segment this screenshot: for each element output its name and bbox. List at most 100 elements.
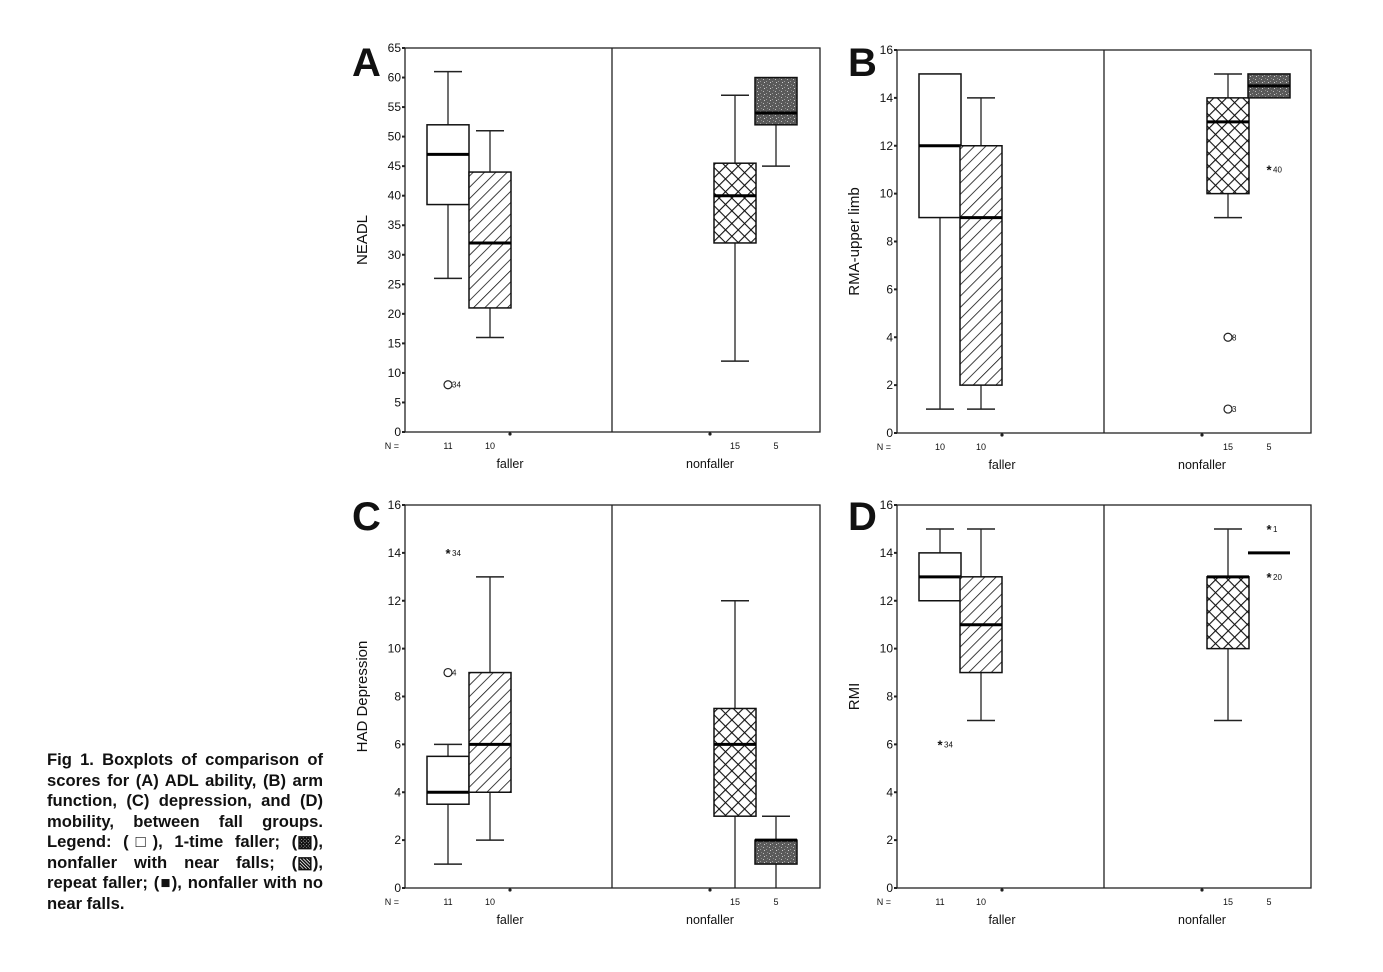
y-axis-label: NEADL bbox=[354, 215, 371, 265]
x-tick bbox=[1200, 433, 1204, 437]
box-body bbox=[426, 124, 470, 206]
figure-caption: Fig 1. Boxplots of comparison of scores … bbox=[47, 750, 323, 913]
y-tick-label: 2 bbox=[886, 378, 893, 392]
box-body bbox=[713, 162, 757, 244]
outlier-circle bbox=[443, 380, 453, 390]
y-tick-label: 2 bbox=[394, 833, 401, 847]
y-tick-label: 35 bbox=[388, 218, 402, 232]
box-one_time: 10 bbox=[918, 73, 962, 452]
box-body bbox=[713, 707, 757, 817]
y-tick-label: 16 bbox=[880, 43, 894, 57]
box-body bbox=[1206, 576, 1250, 650]
y-tick-label: 10 bbox=[880, 642, 894, 656]
y-tick-label: 6 bbox=[886, 282, 893, 296]
x-tick bbox=[1000, 433, 1004, 437]
box-body bbox=[468, 671, 512, 793]
y-tick-label: 0 bbox=[394, 425, 401, 439]
y-tick-label: 0 bbox=[394, 881, 401, 895]
x-group-label: faller bbox=[496, 457, 523, 471]
box-one_time: 11 bbox=[918, 528, 962, 907]
x-tick bbox=[508, 888, 512, 892]
n-value: 11 bbox=[935, 897, 944, 907]
y-tick-label: 25 bbox=[388, 277, 402, 291]
outlier-label: 34 bbox=[452, 549, 461, 558]
y-tick-label: 15 bbox=[388, 336, 402, 350]
y-axis-label: HAD Depression bbox=[354, 641, 371, 753]
outlier-label: 4 bbox=[452, 669, 457, 678]
y-tick-label: 16 bbox=[880, 498, 894, 512]
box-near: 15 bbox=[713, 94, 757, 451]
panel-letter: D bbox=[848, 495, 877, 539]
y-tick-label: 8 bbox=[886, 690, 893, 704]
box-nonear: 5 bbox=[754, 815, 798, 907]
y-tick-label: 4 bbox=[886, 330, 893, 344]
outlier-circle bbox=[1223, 404, 1233, 414]
n-value: 5 bbox=[773, 897, 778, 907]
box-repeat: 10 bbox=[959, 528, 1003, 907]
x-group-label: faller bbox=[988, 458, 1015, 472]
extreme-star-icon: * bbox=[937, 737, 943, 752]
extreme-star-icon: * bbox=[445, 546, 451, 561]
box-body bbox=[1206, 97, 1250, 195]
y-axis-label: RMI bbox=[846, 683, 863, 711]
outlier-label: 34 bbox=[452, 381, 461, 390]
box-body bbox=[754, 839, 798, 865]
y-tick-label: 12 bbox=[880, 139, 894, 153]
panel-c: C 0 2 4 6 8 10 12 14 16 HAD Depression faller nonfal… bbox=[352, 495, 821, 927]
outlier-label: 40 bbox=[1273, 166, 1282, 175]
n-value: 15 bbox=[1223, 442, 1233, 452]
outlier-circle bbox=[1223, 332, 1233, 342]
y-tick-label: 40 bbox=[388, 189, 402, 203]
n-label: N = bbox=[385, 897, 399, 907]
x-tick bbox=[1200, 888, 1204, 892]
n-value: 10 bbox=[976, 897, 986, 907]
box-nonear: 5 bbox=[754, 76, 798, 451]
y-tick-label: 8 bbox=[394, 690, 401, 704]
panel-a: A 0 5 10 15 20 25 30 35 40 45 50 55 60 65 NEADL faller no… bbox=[352, 41, 821, 471]
n-label: N = bbox=[877, 442, 891, 452]
box-one_time: 11 bbox=[426, 743, 470, 907]
n-value: 11 bbox=[443, 441, 452, 451]
y-tick-label: 60 bbox=[388, 71, 402, 85]
panel-letter: A bbox=[352, 41, 381, 85]
box-body bbox=[426, 755, 470, 805]
extreme-star-icon: * bbox=[1266, 570, 1272, 585]
box-one_time: 11 bbox=[426, 70, 470, 451]
y-tick-label: 4 bbox=[886, 785, 893, 799]
outlier-circle bbox=[443, 667, 453, 678]
y-tick-label: 65 bbox=[388, 41, 402, 55]
y-tick-label: 2 bbox=[886, 833, 893, 847]
x-group-label: nonfaller bbox=[1178, 913, 1226, 927]
box-repeat: 10 bbox=[468, 576, 512, 907]
n-value: 10 bbox=[485, 441, 495, 451]
y-tick-label: 0 bbox=[886, 426, 893, 440]
y-tick-label: 8 bbox=[886, 235, 893, 249]
panel-d: D 0 2 4 6 8 10 12 14 16 RMI faller nonfaller N = 11 10 1… bbox=[846, 495, 1312, 927]
extreme-star-icon: * bbox=[1266, 522, 1272, 537]
y-tick-label: 10 bbox=[388, 642, 402, 656]
n-value: 15 bbox=[730, 441, 740, 451]
x-group-label: nonfaller bbox=[1178, 458, 1226, 472]
y-tick-label: 12 bbox=[388, 594, 402, 608]
x-group-label: nonfaller bbox=[686, 913, 734, 927]
outlier-label: 1 bbox=[1273, 525, 1278, 534]
box-near: 15 bbox=[1206, 73, 1250, 452]
x-tick bbox=[508, 432, 512, 436]
box-repeat: 10 bbox=[468, 129, 512, 451]
x-tick bbox=[708, 888, 712, 892]
y-tick-label: 20 bbox=[388, 307, 402, 321]
x-tick bbox=[708, 432, 712, 436]
box-repeat: 10 bbox=[959, 97, 1003, 452]
y-tick-label: 10 bbox=[880, 187, 894, 201]
y-tick-label: 12 bbox=[880, 594, 894, 608]
x-group-label: faller bbox=[496, 913, 523, 927]
outlier-label: 34 bbox=[944, 740, 953, 749]
box-nonear: 5 bbox=[1247, 73, 1291, 452]
y-tick-label: 14 bbox=[388, 546, 402, 560]
outlier-label: 3 bbox=[1232, 405, 1237, 414]
n-value: 5 bbox=[1266, 442, 1271, 452]
n-value: 10 bbox=[485, 897, 495, 907]
outlier-label: 8 bbox=[1232, 333, 1237, 342]
outlier-label: 20 bbox=[1273, 573, 1282, 582]
n-value: 10 bbox=[935, 442, 945, 452]
